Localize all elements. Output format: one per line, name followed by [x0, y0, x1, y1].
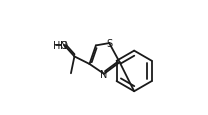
- Text: N: N: [60, 40, 68, 50]
- Text: S: S: [106, 39, 112, 49]
- Text: N: N: [100, 69, 108, 79]
- Text: HO: HO: [53, 40, 68, 50]
